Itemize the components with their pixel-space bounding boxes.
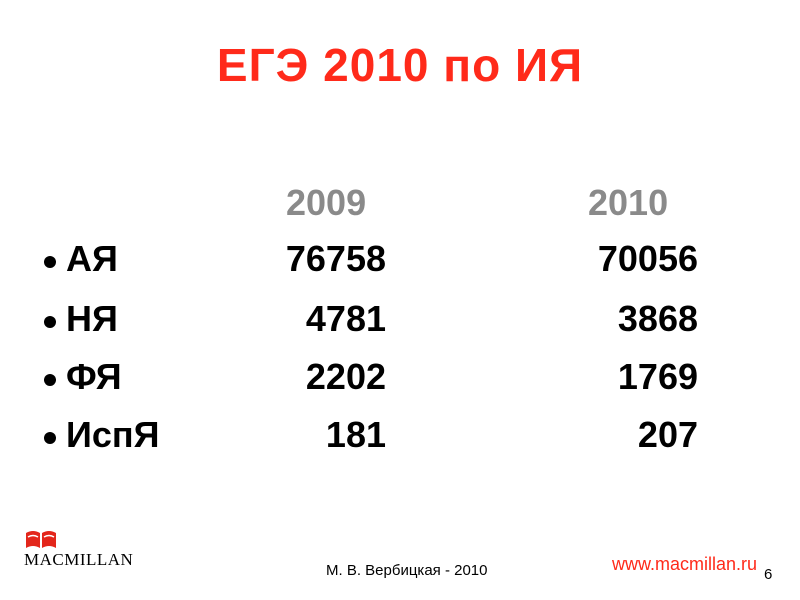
value-2009: 4781 — [305, 298, 386, 339]
language-label: НЯ — [66, 298, 118, 339]
value-2010: 3868 — [617, 298, 698, 339]
table-row: ФЯ 2202 1769 — [0, 356, 800, 412]
footer-author: М. В. Вербицкая - 2010 — [326, 562, 488, 579]
table-row: НЯ 4781 3868 — [0, 298, 800, 354]
value-2010: 70056 — [597, 238, 698, 279]
book-logo-icon — [26, 531, 56, 548]
language-label: АЯ — [66, 238, 118, 279]
slide-title: ЕГЭ 2010 по ИЯ — [216, 39, 584, 91]
bullet-icon — [44, 374, 56, 386]
macmillan-logo: MACMILLAN — [24, 528, 134, 572]
bullet-icon — [44, 256, 56, 268]
publisher-name: MACMILLAN — [24, 550, 134, 569]
table-row: АЯ 76758 70056 — [0, 238, 800, 294]
value-2009: 181 — [325, 414, 386, 455]
year-header-2010: 2010 — [588, 182, 669, 223]
table-row: ИспЯ 181 207 — [0, 414, 800, 470]
value-2009: 2202 — [305, 356, 386, 397]
language-label: ИспЯ — [66, 414, 160, 455]
bullet-icon — [44, 432, 56, 444]
year-header-2009: 2009 — [286, 182, 367, 223]
value-2009: 76758 — [285, 238, 386, 279]
value-2010: 207 — [637, 414, 698, 455]
footer-url[interactable]: www.macmillan.ru — [612, 554, 758, 574]
language-label: ФЯ — [66, 356, 122, 397]
bullet-icon — [44, 316, 56, 328]
value-2010: 1769 — [617, 356, 698, 397]
page-number: 6 — [764, 566, 773, 583]
